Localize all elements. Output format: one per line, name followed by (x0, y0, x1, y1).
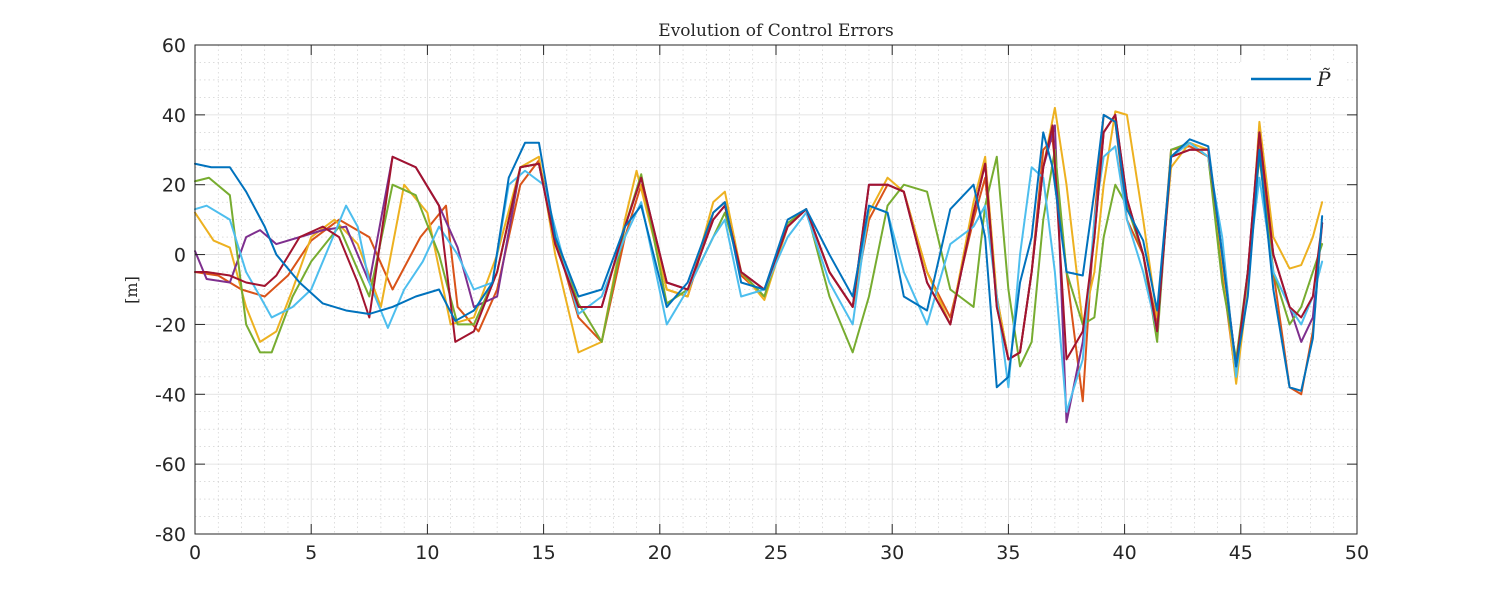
y-tick-label: -40 (155, 384, 186, 406)
x-tick-label: 0 (189, 542, 201, 564)
y-tick-label: 60 (162, 35, 186, 57)
x-tick-label: 10 (415, 542, 439, 564)
x-tick-label: 35 (996, 542, 1020, 564)
x-tick-label: 50 (1345, 542, 1369, 564)
x-tick-label: 45 (1229, 542, 1253, 564)
y-tick-label: -60 (155, 454, 186, 476)
series-layer (194, 106, 1324, 424)
x-tick-label: 25 (764, 542, 788, 564)
y-axis-label: [m] (122, 276, 141, 304)
y-tick-labels: 60 40 20 0 -20 -40 -60 -80 (155, 35, 186, 546)
y-tick-label: 40 (162, 105, 186, 127)
x-tick-labels: 0 5 10 15 20 25 30 35 40 45 50 (189, 542, 1369, 564)
x-tick-label: 30 (880, 542, 904, 564)
legend: P̃ (1240, 62, 1344, 96)
x-tick-label: 5 (305, 542, 317, 564)
x-tick-label: 20 (648, 542, 672, 564)
y-tick-label: -80 (155, 524, 186, 546)
tick-marks (194, 44, 1358, 535)
chart-title: Evolution of Control Errors (658, 21, 893, 41)
legend-label: P̃ (1316, 67, 1331, 91)
y-tick-label: 20 (162, 175, 186, 197)
series-line (194, 141, 1324, 368)
x-tick-label: 40 (1113, 542, 1137, 564)
y-tick-label: -20 (155, 314, 186, 336)
series-line (194, 113, 1324, 392)
y-tick-label: 0 (174, 245, 186, 267)
x-tick-label: 15 (532, 542, 556, 564)
